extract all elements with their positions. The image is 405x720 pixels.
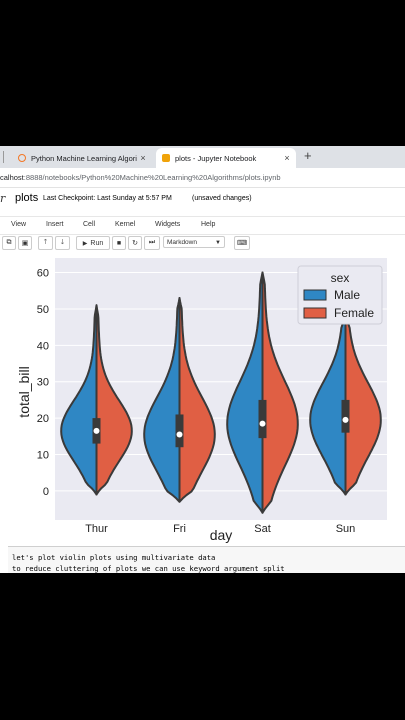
cell-type-select[interactable]: Markdown ▼ (163, 236, 225, 248)
new-tab-button[interactable]: + (304, 148, 312, 163)
command-palette-button[interactable]: ⌨ (234, 236, 250, 250)
violin-female-sun (344, 315, 382, 496)
x-tick-label: Thur (85, 523, 108, 535)
restart-icon: ↻ (132, 240, 138, 247)
address-bar[interactable]: calhost:8888/notebooks/Python%20Machine%… (0, 168, 405, 188)
violin-male-sun (309, 315, 347, 496)
legend-label-male: Male (334, 288, 360, 302)
violin-plot: 0 10 20 30 40 50 60 Thur Fri Sat Sun total_bill d… (16, 258, 387, 543)
violin-male-thur (60, 304, 98, 496)
violin-female-fri (178, 297, 216, 503)
address-host: calhost (0, 173, 24, 182)
close-tab-icon[interactable]: × (284, 153, 290, 163)
stop-icon: ■ (116, 239, 122, 247)
y-tick-label: 10 (37, 450, 49, 462)
restart-button[interactable]: ↻ (128, 236, 142, 250)
menu-view[interactable]: View (11, 221, 27, 228)
x-tick-label: Sat (254, 523, 271, 535)
violin-male-fri (143, 297, 181, 503)
cell-output: 0 10 20 30 40 50 60 Thur Fri Sat Sun total_bill d… (0, 258, 405, 543)
violin-female-thur (95, 304, 133, 496)
keyboard-icon: ⌨ (236, 240, 248, 247)
notebook-header: r plots Last Checkpoint: Last Sunday at … (0, 192, 405, 212)
copy-icon: ⧉ (6, 239, 12, 246)
y-tick-label: 0 (43, 486, 49, 498)
y-tick-labels: 0 10 20 30 40 50 60 (37, 268, 49, 498)
address-path: :8888/notebooks/Python%20Machine%20Learn… (23, 173, 281, 182)
y-tick-label: 50 (37, 304, 49, 316)
menu-kernel[interactable]: Kernel (115, 221, 136, 228)
menu-insert[interactable]: Insert (46, 221, 64, 228)
tab-bar: Python Machine Learning Algori × plots -… (0, 146, 405, 168)
notebook-title[interactable]: plots (15, 192, 39, 204)
run-all-button[interactable]: ⏭ (144, 236, 160, 250)
move-down-button[interactable]: 🡓 (55, 236, 70, 250)
x-tick-label: Sun (336, 523, 356, 535)
iqr-box-fri (175, 414, 184, 448)
y-tick-label: 40 (37, 340, 49, 352)
y-tick-label: 60 (37, 268, 49, 280)
menu-cell[interactable]: Cell (83, 221, 96, 228)
move-up-button[interactable]: 🡑 (38, 236, 53, 250)
tab-separator (3, 151, 4, 163)
play-icon: ▶ (82, 240, 88, 247)
notebook-toolbar: ⧉ ▣ 🡑 🡓 ▶ Run ■ ↻ ⏭ Markdown ▼ ⌨ (0, 235, 405, 252)
menu-bar: View Insert Cell Kernel Widgets Help (0, 216, 405, 235)
tab-label: Python Machine Learning Algori (31, 153, 137, 163)
browser-window: Python Machine Learning Algori × plots -… (0, 146, 405, 573)
tab-plots-notebook[interactable]: plots - Jupyter Notebook × (156, 148, 296, 168)
legend-label-female: Female (334, 306, 374, 320)
jupyter-favicon-icon (18, 154, 26, 162)
menu-widgets[interactable]: Widgets (155, 221, 181, 228)
median-dot-thur (93, 427, 100, 434)
iqr-box-sun (341, 399, 350, 433)
chevron-down-icon: ▼ (215, 240, 221, 246)
close-tab-icon[interactable]: × (140, 153, 146, 163)
copy-button[interactable]: ⧉ (2, 236, 16, 250)
median-dot-sun (342, 416, 349, 423)
cell-line-2: to reduce cluttering of plots we can use… (12, 564, 285, 573)
violin-female-sat (261, 271, 299, 514)
arrow-down-icon: 🡓 (60, 238, 65, 246)
legend-title: sex (331, 271, 350, 285)
notebook-favicon-icon (162, 154, 170, 162)
y-tick-label: 20 (37, 413, 49, 425)
paste-icon: ▣ (21, 240, 29, 247)
run-button[interactable]: ▶ Run (76, 236, 110, 250)
jupyter-logo-icon[interactable]: r (0, 192, 6, 205)
x-tick-labels: Thur Fri Sat Sun (85, 523, 355, 535)
x-tick-label: Fri (173, 523, 186, 535)
paste-button[interactable]: ▣ (18, 236, 32, 250)
legend-swatch-female (303, 307, 327, 319)
checkpoint-status: Last Checkpoint: Last Sunday at 5:57 PM (43, 195, 172, 202)
iqr-box-sat (258, 399, 267, 439)
y-axis-label: total_bill (16, 366, 32, 417)
stop-button[interactable]: ■ (112, 236, 126, 250)
legend-swatch-male (303, 289, 327, 301)
legend: sex Male Female (297, 265, 383, 325)
unsaved-status: (unsaved changes) (192, 195, 252, 202)
run-label: Run (90, 239, 104, 247)
violins (60, 271, 382, 514)
violin-male-sat (226, 271, 264, 514)
arrow-up-icon: 🡑 (43, 238, 48, 246)
tab-label: plots - Jupyter Notebook (175, 153, 257, 163)
median-dot-sat (259, 420, 266, 427)
cell-type-value: Markdown (167, 239, 197, 246)
cell-line-1: let's plot violin plots using multivaria… (12, 553, 216, 562)
fast-forward-icon: ⏭ (148, 239, 156, 246)
menu-help[interactable]: Help (201, 221, 216, 228)
x-axis-label: day (210, 527, 233, 543)
tab-python-ml[interactable]: Python Machine Learning Algori × (12, 148, 152, 168)
markdown-cell[interactable]: let's plot violin plots using multivaria… (8, 546, 405, 573)
y-tick-label: 30 (37, 377, 49, 389)
median-dot-fri (176, 431, 183, 438)
